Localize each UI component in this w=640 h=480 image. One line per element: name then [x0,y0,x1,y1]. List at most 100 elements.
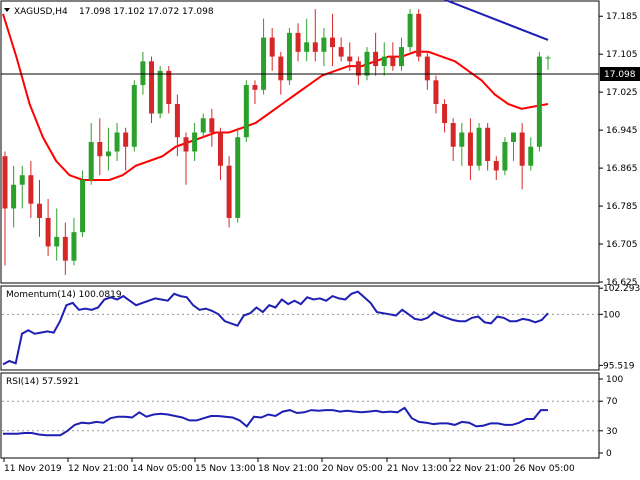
candle-body [45,217,51,247]
momentum-y-axis: 102.2936 100 95.519 [2,284,640,371]
candle-body [545,57,551,59]
candle-body [62,236,68,261]
candle-body [19,175,25,185]
x-tick-label: 20 Nov 05:00 [322,464,383,474]
momentum-pane [0,285,600,371]
collapse-arrow-icon[interactable] [4,8,10,12]
x-tick-label: 21 Nov 13:00 [387,464,448,474]
x-tick-label: 11 Nov 2019 [4,464,62,474]
candle-body [536,56,542,147]
x-tick-label: 14 Nov 05:00 [132,464,193,474]
candle-body [183,137,189,152]
candle-body [28,175,34,204]
candle-body [11,184,17,209]
candle-body [166,70,172,105]
candle-body [192,132,198,152]
symbol-title: XAGUSD,H4 [14,7,68,17]
main-y-tick-label: 16.785 [606,202,638,212]
candle-body [286,32,292,81]
candle-body [36,203,42,218]
candle-body [424,56,430,81]
candle-body [398,47,404,67]
candle-body [97,142,103,157]
rsi-y-tick-label: 70 [606,397,618,407]
candle-body [2,156,8,209]
candle-body [174,104,180,138]
candle-body [278,56,284,81]
momentum-polyline [2,290,549,366]
momentum-label: Momentum(14) 100.0819 [6,290,122,300]
candle-body [373,51,379,67]
candle-body [226,165,232,218]
candle-body [149,61,155,114]
current-price-box [600,67,640,81]
main-y-tick-label: 16.625 [606,278,638,288]
candle-body [390,56,396,67]
trendline-segment [444,0,549,41]
candle-body [416,13,422,57]
x-axis: 11 Nov 2019 12 Nov 21:00 14 Nov 05:00 15 No… [3,458,575,474]
candle-body [140,61,146,86]
momentum-line [2,290,549,366]
candle-body [433,80,439,105]
candle-body [511,132,517,142]
candle-body [243,85,249,138]
candle-body [330,37,336,48]
candle-body [476,127,482,166]
candle-body [88,142,94,180]
main-y-tick-label: 17.185 [606,12,638,22]
candle-body [502,142,508,171]
x-tick-label: 18 Nov 21:00 [258,464,319,474]
main-y-tick-label: 17.025 [606,88,638,98]
candle-body [450,123,456,147]
candle-body [269,37,275,57]
candle-body [381,56,387,67]
candle-body [355,61,361,76]
candle-body [304,42,310,52]
rsi-y-tick-label: 100 [606,375,623,385]
candle-body [459,132,465,147]
candle-body [80,179,86,233]
main-y-axis: 17.185 17.105 17.025 16.945 16.865 16.785 16.7… [599,12,638,288]
candle-body [407,13,413,48]
main-y-tick-label: 17.105 [606,50,638,60]
x-tick-label: 26 Nov 05:00 [514,464,575,474]
rsi-y-axis: 100 70 30 0 [2,375,623,459]
candle-body [519,132,525,166]
candle-body [235,137,241,218]
ohlc-readout: 17.098 17.102 17.072 17.098 [79,7,214,17]
rsi-y-tick-label: 30 [606,427,618,437]
rsi-pane [0,372,600,459]
x-tick-label: 15 Nov 13:00 [195,464,256,474]
candle-body [347,56,353,62]
x-tick-label: 12 Nov 21:00 [68,464,129,474]
candle-body [493,160,499,171]
candle-body [467,132,473,166]
candle-body [157,70,163,114]
candle-body [217,132,223,166]
candle-body [200,118,206,133]
candle-body [105,151,111,157]
candle-body [131,85,137,147]
candle-body [71,232,77,261]
moving-average-polyline [2,13,549,181]
candle-body [485,127,491,161]
candle-body [295,32,301,52]
rsi-label: RSI(14) 57.5921 [6,377,79,387]
rsi-polyline [3,406,548,437]
candle-body [261,37,267,90]
candle-body [528,146,534,166]
main-y-tick-label: 16.865 [606,164,638,174]
rsi-y-tick-label: 0 [606,449,612,459]
candle-body [114,132,120,152]
candle-body [312,42,318,52]
candle-body [338,47,344,57]
main-y-tick-label: 16.705 [606,240,638,250]
rsi-line [3,406,548,437]
x-tick-label: 22 Nov 21:00 [450,464,511,474]
current-price-label: 17.098 [604,70,636,80]
candle-body [209,118,215,133]
candle-body [54,236,60,247]
candle-body [321,37,327,52]
